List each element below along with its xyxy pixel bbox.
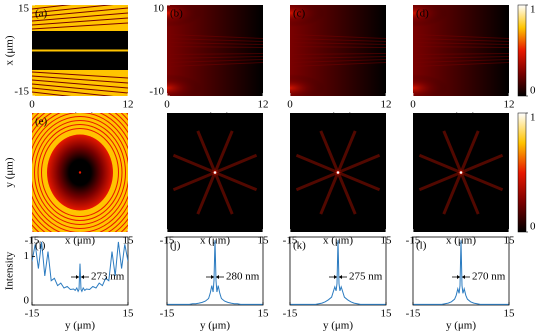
annotation: 275 nm — [349, 271, 383, 283]
annotation: 280 nm — [226, 271, 260, 283]
annotation: 273 nm — [91, 271, 125, 283]
panel-label: (b) — [170, 8, 183, 20]
x-tick-label: 15 — [381, 308, 393, 320]
x-axis-label: y (μm) — [446, 320, 476, 332]
heatmap-image — [32, 113, 128, 232]
panel: (g)-15 15x (μm) — [283, 113, 392, 247]
annotation-arrow — [462, 275, 465, 279]
panel: (j) 280 nm -15 15 y (μm) — [160, 236, 270, 332]
y-tick-label: -15 — [14, 86, 29, 98]
heatmap-image — [32, 5, 128, 96]
plot-frame — [31, 236, 129, 306]
x-tick-label: 0 — [410, 99, 416, 111]
panel: (f)-15 15x (μm) — [160, 113, 269, 247]
intensity-line — [167, 240, 263, 305]
x-tick-label: -15 — [25, 308, 40, 320]
x-axis-label: y (μm) — [65, 320, 95, 332]
x-axis-label: x (μm) — [65, 235, 95, 247]
panel-label: (h) — [416, 116, 429, 128]
x-tick-label: 15 — [258, 308, 270, 320]
panel-label: (c) — [293, 8, 306, 20]
x-tick-label: 0 — [287, 99, 293, 111]
y-axis-label: y (μm) — [4, 157, 16, 187]
panel: (b)012-1010z (μm) — [149, 3, 269, 123]
plot-frame — [289, 236, 387, 306]
colorbar-tick-label: 1 — [530, 4, 536, 16]
heatmap-image — [290, 5, 386, 96]
x-tick-label: 0 — [29, 99, 35, 111]
panel-label: (i) — [35, 240, 46, 252]
colorbar-tick-label: 1 — [530, 112, 536, 124]
x-tick-label: 12 — [381, 99, 392, 111]
panel: (e)-15 15x (μm)y (μm) — [4, 113, 134, 247]
x-axis-label: y (μm) — [200, 320, 230, 332]
y-tick-label: 1 — [24, 250, 30, 262]
heatmap-image — [413, 113, 509, 232]
y-tick-label: 0 — [24, 295, 30, 307]
annotation-arrow — [216, 275, 219, 279]
heatmap-image — [413, 5, 509, 96]
annotation: 270 nm — [472, 271, 506, 283]
panel-label: (e) — [35, 116, 48, 128]
x-tick-label: 15 — [504, 308, 516, 320]
colorbar-tick-label: 0 — [530, 221, 536, 233]
intensity-line — [290, 240, 386, 305]
panel: (a)012-1515z (μm)x (μm) — [4, 3, 134, 123]
panel: (k) 275 nm -15 15 y (μm) — [283, 236, 393, 332]
x-tick-label: -15 — [160, 308, 175, 320]
colorbar — [517, 4, 527, 97]
y-axis-label: Intensity — [4, 251, 16, 290]
annotation-arrow — [211, 275, 214, 279]
x-axis-label: y (μm) — [323, 320, 353, 332]
annotation-arrow — [457, 275, 460, 279]
x-tick-label: 12 — [258, 99, 269, 111]
y-tick-label: 10 — [153, 3, 165, 15]
colorbar-tick-label: 0 — [530, 85, 536, 97]
panel: (d)012z (μm)01 — [410, 4, 536, 123]
panel-label: (g) — [293, 116, 306, 128]
annotation-arrow — [76, 275, 79, 279]
y-tick-label: 15 — [18, 3, 30, 15]
intensity-line — [32, 241, 128, 293]
panel-label: (d) — [416, 8, 429, 20]
x-tick-label: 15 — [123, 308, 135, 320]
annotation-arrow — [334, 275, 337, 279]
panel-label: (k) — [293, 240, 306, 252]
x-tick-label: -15 — [283, 308, 298, 320]
plot-frame — [412, 236, 510, 306]
x-tick-label: 12 — [123, 99, 134, 111]
annotation-arrow — [81, 275, 84, 279]
panel-label: (j) — [170, 240, 181, 252]
panel-label: (l) — [416, 240, 427, 252]
panel-label: (f) — [170, 116, 181, 128]
intensity-line — [413, 240, 509, 305]
panel: (l) 270 nm -15 15 y (μm) — [406, 236, 516, 332]
x-tick-label: -15 — [406, 308, 421, 320]
heatmap-image — [167, 5, 263, 96]
panel: (h)-15 15x (μm)01 — [406, 112, 536, 247]
heatmap-image — [167, 113, 263, 232]
annotation-arrow — [339, 275, 342, 279]
panel-label: (a) — [35, 8, 48, 20]
x-tick-label: 0 — [164, 99, 170, 111]
panel: (i) 273 nm -15 15 0 1 y (μm) Intensity — [4, 236, 135, 332]
panel: (c)012z (μm) — [287, 5, 392, 123]
plot-frame — [166, 236, 264, 306]
colorbar — [517, 112, 527, 233]
y-axis-label: x (μm) — [4, 35, 16, 65]
x-tick-label: 12 — [504, 99, 515, 111]
y-tick-label: -10 — [149, 86, 164, 98]
heatmap-image — [290, 113, 386, 232]
